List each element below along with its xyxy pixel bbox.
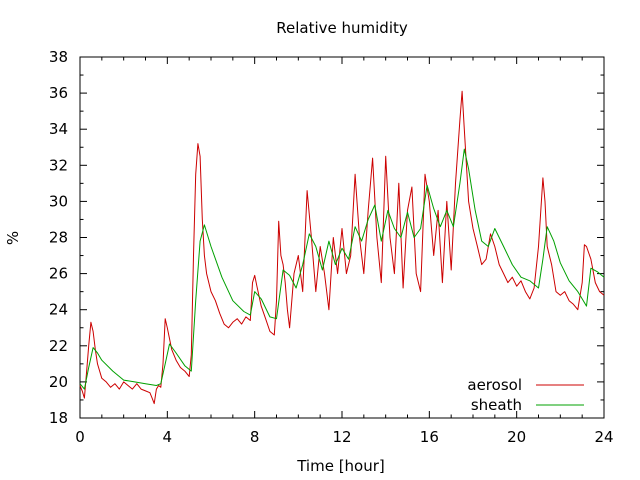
series-line-sheath <box>79 148 605 390</box>
x-tick-label-5: 20 <box>507 428 526 446</box>
legend-label-aerosol: aerosol <box>467 376 522 394</box>
series-lines <box>79 90 605 405</box>
chart-title: Relative humidity <box>276 19 408 37</box>
y-tick-label-4: 26 <box>49 265 68 283</box>
y-axis-label: % <box>4 231 22 245</box>
y-tick-label-7: 32 <box>49 156 68 174</box>
y-tick-label-8: 34 <box>49 120 68 138</box>
series-line-aerosol <box>79 90 605 405</box>
legend-label-sheath: sheath <box>471 396 522 414</box>
y-tick-label-9: 36 <box>49 84 68 102</box>
x-tick-label-4: 16 <box>420 428 439 446</box>
x-tick-label-1: 4 <box>163 428 173 446</box>
y-tick-label-1: 20 <box>49 373 68 391</box>
y-tick-label-5: 28 <box>49 229 68 247</box>
x-tick-label-3: 12 <box>332 428 351 446</box>
x-tick-label-0: 0 <box>75 428 85 446</box>
y-tick-label-3: 24 <box>49 301 68 319</box>
y-tick-label-2: 22 <box>49 337 68 355</box>
plot-area-frame <box>79 56 605 419</box>
legend: aerosol sheath <box>467 376 584 414</box>
y-tick-label-6: 30 <box>49 192 68 210</box>
x-axis-label: Time [hour] <box>296 457 385 475</box>
x-tick-label-6: 24 <box>594 428 613 446</box>
axis-ticks: 0 4 8 12 16 20 24 18 20 22 24 26 28 30 32 34 36 38 <box>49 48 614 446</box>
y-tick-label-0: 18 <box>49 409 68 427</box>
y-tick-label-10: 38 <box>49 48 68 66</box>
x-tick-label-2: 8 <box>250 428 260 446</box>
